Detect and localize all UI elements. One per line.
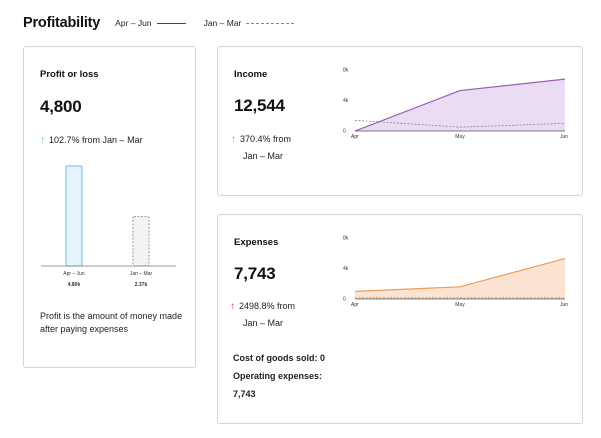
expenses-change-word: from [277,301,296,311]
operating-expenses-label: Operating expenses: [233,371,323,381]
legend-previous-label: Jan – Mar [203,18,242,28]
income-chart-area [355,79,565,131]
income-chart-y-tick-0: 8k [343,68,349,74]
expenses-chart-x-label-2: Jun [560,302,568,308]
profit-description: Profit is the amount of money made after… [40,311,183,334]
expenses-value: 7,743 [234,264,276,283]
legend-solid-line-icon [156,22,186,24]
income-chart-x-label-1: May [455,134,465,140]
income-title: Income [234,69,268,80]
expenses-card[interactable]: Expenses 7,743 ↑ 2498.8% from Jan – Mar C… [217,214,583,424]
profit-title: Profit or loss [40,69,99,80]
expenses-change-pct: 2498.8% [239,301,275,311]
legend-dashed-line-icon [246,22,295,24]
profit-bar-label-0: Apr – Jun [63,271,85,277]
profit-value: 4,800 [40,97,82,116]
profit-card[interactable]: Profit or loss 4,800 ↑ 102.7% from Jan – … [23,46,196,368]
income-line-chart: 8k 4k 0 Apr May Jun [343,68,568,141]
profit-bar-value-1: 2.37k [135,282,148,288]
profit-bar-label-1: Jan – Mar [130,271,153,277]
income-chart-series-previous [354,119,566,128]
page-title: Profitability [23,15,101,31]
income-value: 12,544 [234,96,285,115]
income-change-word: from [273,134,292,144]
expenses-change-line-1: ↑ 2498.8% from [230,298,340,315]
expenses-chart-area [355,258,565,299]
expenses-change: ↑ 2498.8% from Jan – Mar [230,298,340,332]
income-change-pct: 370.4% [240,134,271,144]
expenses-chart-x-label-0: Apr [351,302,359,308]
profit-change-from: from Jan – Mar [82,135,143,145]
expenses-breakdown: Cost of goods sold: 0 Operating expenses… [233,349,325,403]
expenses-title: Expenses [234,237,279,248]
cost-of-goods-sold: Cost of goods sold: 0 [233,353,325,363]
income-change: ↑ 370.4% from Jan – Mar [231,131,341,165]
expenses-change-from: Jan – Mar [243,318,284,328]
legend-current-label: Apr – Jun [115,18,152,28]
income-chart-x-label-0: Apr [351,134,359,140]
income-change-from: Jan – Mar [243,151,284,161]
profit-bar-0 [65,165,83,267]
expenses-chart-x-label-1: May [455,302,465,308]
arrow-up-icon: ↑ [231,134,236,145]
expenses-chart-y-tick-1: 4k [343,266,349,272]
profit-bar-chart: Apr – Jun 4.80k Jan – Mar 2.37k [41,165,176,288]
profit-change-pct: 102.7% [49,135,80,145]
income-chart-y-tick-1: 4k [343,98,349,104]
income-card[interactable]: Income 12,544 ↑ 370.4% from Jan – Mar 8k 4… [217,46,583,196]
expenses-chart-y-tick-2: 0 [343,297,346,303]
profit-bar-value-0: 4.80k [68,282,81,288]
expenses-line-chart: 8k 4k 0 Apr May Jun [343,236,568,309]
operating-expenses-value: 7,743 [233,389,256,399]
arrow-up-icon: ↑ [230,301,235,312]
legend-previous: Jan – Mar [204,18,295,28]
legend-current: Apr – Jun [115,18,186,28]
expenses-chart-y-tick-0: 8k [343,236,349,242]
profitability-header: Profitability Apr – Jun Jan – Mar [23,13,295,33]
income-chart-series-current [354,78,566,132]
income-change-line-1: ↑ 370.4% from [231,131,341,148]
arrow-up-icon: ↑ [40,135,45,146]
profit-bar-1 [132,216,150,267]
profit-change: ↑ 102.7% from Jan – Mar [40,132,143,149]
income-chart-y-tick-2: 0 [343,129,346,135]
income-chart-x-label-2: Jun [560,134,568,140]
expenses-chart-series-current [354,258,566,292]
